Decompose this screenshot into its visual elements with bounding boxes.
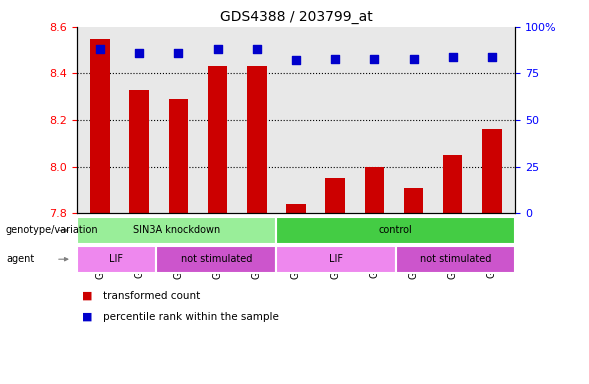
Bar <box>168 99 188 213</box>
Text: agent: agent <box>6 254 34 264</box>
Bar <box>130 90 149 213</box>
Point <box>448 54 458 60</box>
Point <box>370 55 379 61</box>
Point <box>95 46 105 52</box>
Text: SIN3A knockdown: SIN3A knockdown <box>133 225 220 235</box>
Bar <box>208 66 227 213</box>
Bar <box>482 129 502 213</box>
Bar <box>286 204 306 213</box>
Text: LIF: LIF <box>110 254 124 264</box>
Text: not stimulated: not stimulated <box>420 254 491 264</box>
Point <box>252 46 262 52</box>
Bar <box>365 167 384 213</box>
Point <box>487 54 497 60</box>
Text: ■: ■ <box>82 312 93 322</box>
Point <box>409 55 418 61</box>
Point <box>330 55 340 61</box>
Text: genotype/variation: genotype/variation <box>6 225 98 235</box>
Point <box>174 50 183 56</box>
Text: ■: ■ <box>82 291 93 301</box>
Title: GDS4388 / 203799_at: GDS4388 / 203799_at <box>220 10 372 25</box>
Bar <box>325 178 345 213</box>
Text: not stimulated: not stimulated <box>180 254 252 264</box>
Text: LIF: LIF <box>329 254 343 264</box>
Text: percentile rank within the sample: percentile rank within the sample <box>103 312 279 322</box>
Bar <box>403 187 423 213</box>
Point <box>134 50 144 56</box>
Bar <box>90 38 110 213</box>
Text: transformed count: transformed count <box>103 291 200 301</box>
Point <box>213 46 222 52</box>
Bar <box>443 155 462 213</box>
Point <box>292 57 301 63</box>
Bar <box>247 66 267 213</box>
Text: control: control <box>379 225 412 235</box>
